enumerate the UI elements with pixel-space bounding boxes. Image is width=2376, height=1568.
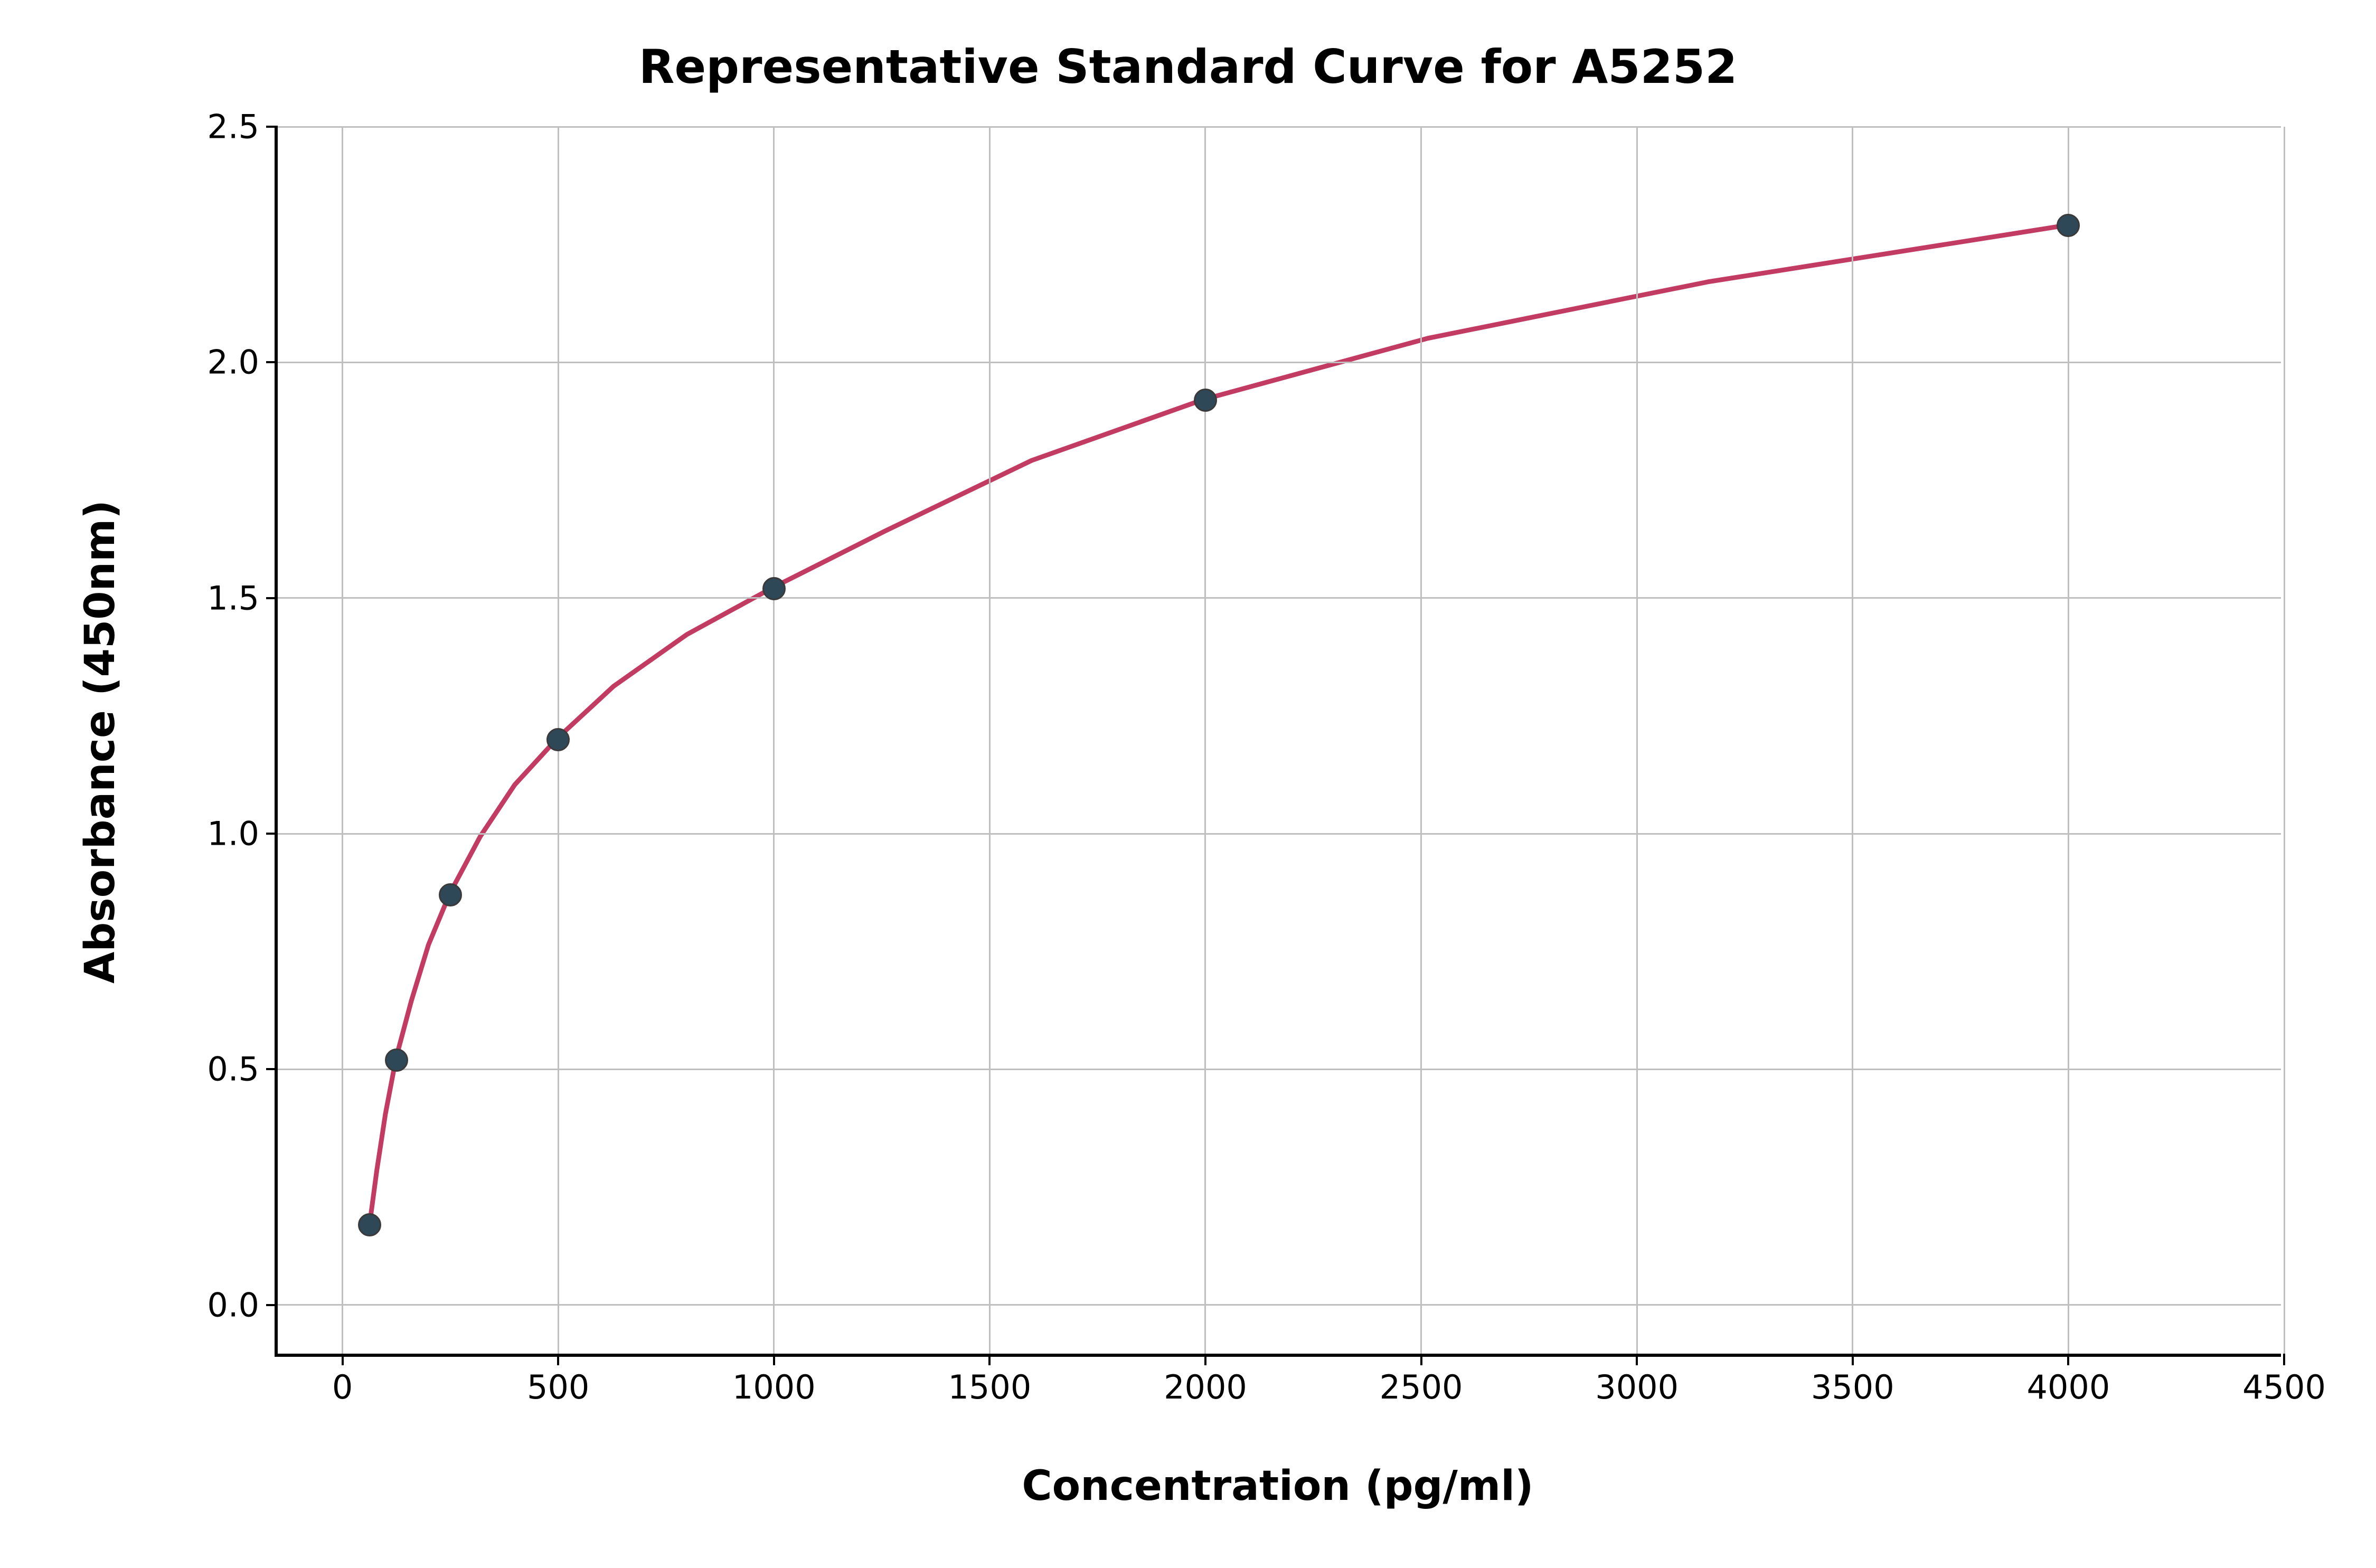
y-tick <box>266 833 278 835</box>
y-tick-label: 2.0 <box>207 343 259 382</box>
chart-container: Representative Standard Curve for A5252 … <box>0 0 2376 1568</box>
y-tick <box>266 126 278 128</box>
gridline-vertical <box>2068 127 2069 1354</box>
x-tick-label: 4000 <box>2026 1368 2110 1406</box>
y-tick <box>266 361 278 363</box>
x-tick-label: 1000 <box>732 1368 816 1406</box>
y-tick-label: 2.5 <box>207 108 259 146</box>
gridline-vertical <box>773 127 775 1354</box>
chart-title: Representative Standard Curve for A5252 <box>0 40 2376 94</box>
plot-area: 0500100015002000250030003500400045000.00… <box>275 127 2281 1357</box>
x-tick-label: 2000 <box>1164 1368 1247 1406</box>
data-point-marker <box>439 883 462 906</box>
y-tick <box>266 1068 278 1070</box>
y-tick-label: 0.5 <box>207 1050 259 1089</box>
y-tick-label: 1.5 <box>207 579 259 617</box>
x-tick-label: 3500 <box>1811 1368 1894 1406</box>
gridline-horizontal <box>278 1069 2281 1070</box>
gridline-vertical <box>1852 127 1853 1354</box>
x-tick <box>988 1354 991 1365</box>
y-axis-label: Absorbance (450nm) <box>77 500 124 984</box>
data-point-marker <box>2057 214 2080 237</box>
data-point-marker <box>358 1213 381 1236</box>
fit-curve <box>278 127 2281 1354</box>
gridline-horizontal <box>278 1304 2281 1306</box>
x-tick-label: 0 <box>332 1368 353 1406</box>
y-tick <box>266 597 278 599</box>
x-tick <box>2283 1354 2285 1365</box>
fit-curve-line <box>369 225 2066 1227</box>
x-tick-label: 500 <box>527 1368 589 1406</box>
gridline-vertical <box>342 127 343 1354</box>
x-tick <box>557 1354 559 1365</box>
gridline-horizontal <box>278 126 2281 128</box>
data-point-marker <box>762 577 786 600</box>
gridline-horizontal <box>278 362 2281 363</box>
x-tick <box>1204 1354 1206 1365</box>
gridline-vertical <box>1420 127 1422 1354</box>
x-tick-label: 3000 <box>1595 1368 1679 1406</box>
data-point-marker <box>385 1049 408 1072</box>
y-tick-label: 1.0 <box>207 815 259 853</box>
x-tick <box>1636 1354 1638 1365</box>
x-tick-label: 1500 <box>948 1368 1031 1406</box>
x-tick <box>1420 1354 1422 1365</box>
gridline-vertical <box>2284 127 2285 1354</box>
x-tick <box>342 1354 344 1365</box>
gridline-vertical <box>1636 127 1638 1354</box>
x-tick <box>1852 1354 1854 1365</box>
x-tick <box>2067 1354 2069 1365</box>
x-tick-label: 2500 <box>1380 1368 1463 1406</box>
gridline-vertical <box>989 127 991 1354</box>
x-tick-label: 4500 <box>2242 1368 2326 1406</box>
x-axis-label: Concentration (pg/ml) <box>275 1462 2281 1510</box>
gridline-horizontal <box>278 597 2281 599</box>
x-tick <box>773 1354 775 1365</box>
gridline-horizontal <box>278 833 2281 835</box>
gridline-vertical <box>1204 127 1206 1354</box>
y-tick-label: 0.0 <box>207 1286 259 1324</box>
y-tick <box>266 1304 278 1306</box>
data-point-marker <box>546 728 570 751</box>
data-point-marker <box>1194 389 1217 412</box>
